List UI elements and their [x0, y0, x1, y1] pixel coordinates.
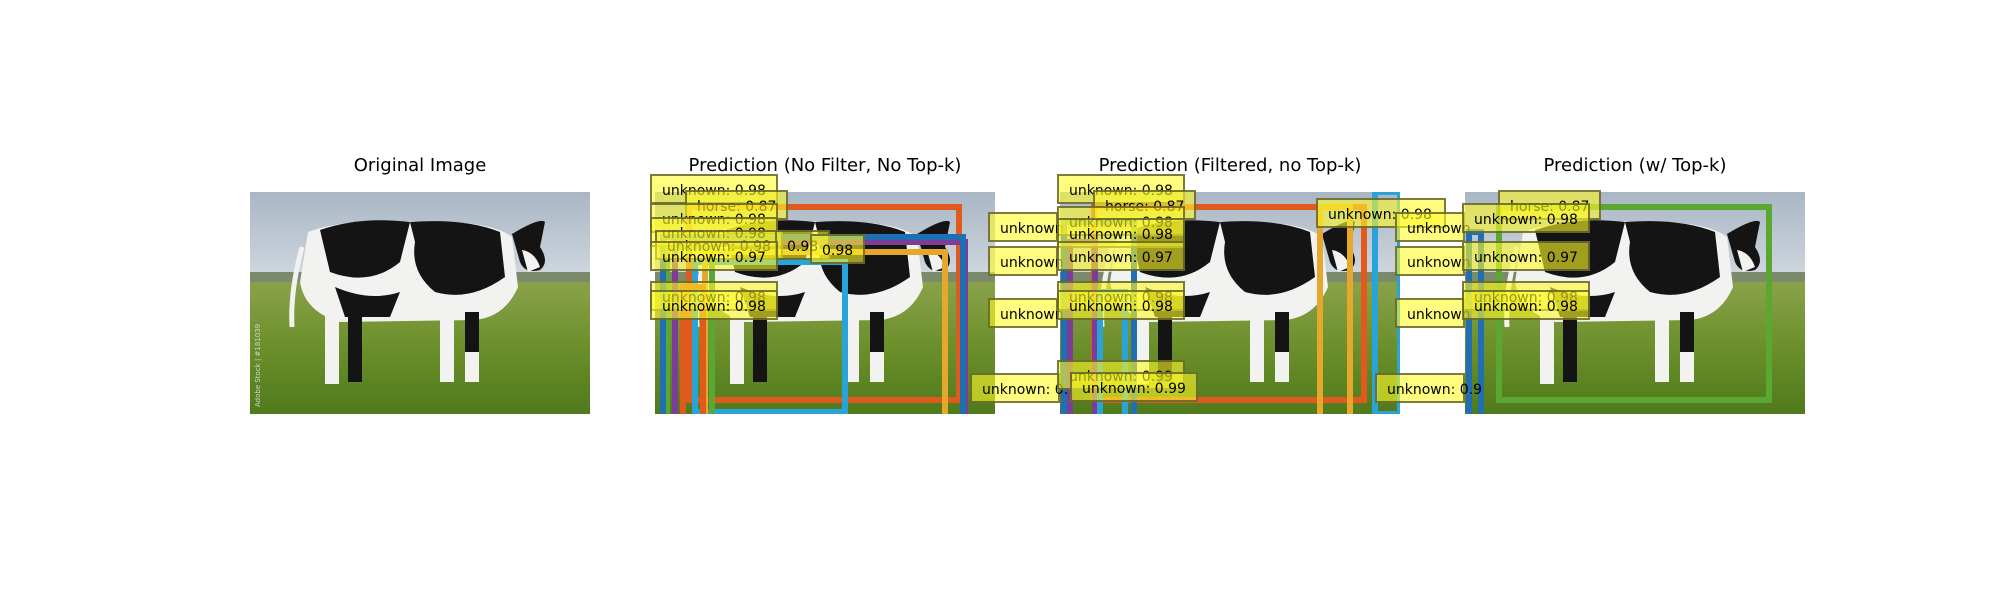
panel-title: Prediction (No Filter, No Top-k)	[688, 155, 962, 176]
detection-label: unknown	[988, 246, 1064, 276]
detection-label: unknown	[988, 298, 1064, 328]
cow-photo: Adobe Stock | #181039	[250, 192, 590, 414]
prediction-image	[1465, 192, 1805, 414]
panel-filtered: Prediction (Filtered, no Top-k)	[1060, 0, 1400, 600]
detection-label: unknown	[1395, 212, 1471, 242]
photo-svg	[1465, 192, 1805, 414]
panel-original: Original Image Adobe Stock | #181039	[250, 0, 590, 600]
detection-label: unknown	[1395, 298, 1471, 328]
panel-no-filter: Prediction (No Filter, No Top-k)	[655, 0, 995, 600]
photo-svg	[1060, 192, 1400, 414]
bbox	[1372, 192, 1400, 414]
panel-title: Original Image	[353, 155, 487, 176]
photo-svg	[655, 192, 995, 414]
panel-title: Prediction (Filtered, no Top-k)	[1098, 155, 1362, 176]
watermark-text: Adobe Stock | #181039	[254, 324, 262, 407]
detection-label: unknown	[988, 212, 1064, 242]
panel-title: Prediction (w/ Top-k)	[1543, 155, 1727, 176]
panel-topk: Prediction (w/ Top-k)	[1465, 0, 1805, 600]
photo-svg: Adobe Stock | #181039	[250, 192, 590, 414]
detection-label: unknown	[1395, 246, 1471, 276]
prediction-image	[1060, 192, 1400, 414]
prediction-image	[655, 192, 995, 414]
